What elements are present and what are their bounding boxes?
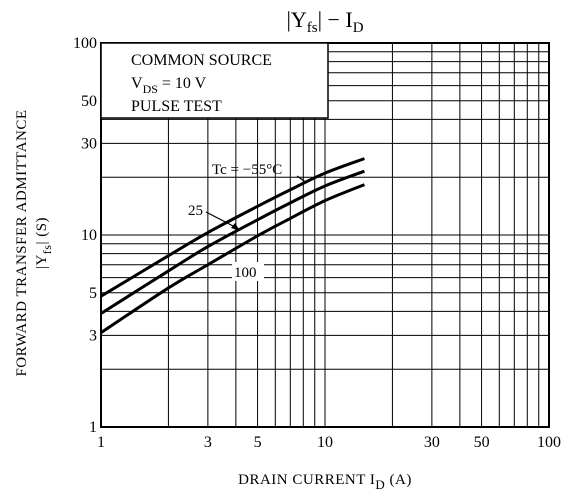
curve-label-leader [296, 175, 308, 184]
conditions-box: COMMON SOURCE VDS​ = 10 V PULSE TEST [100, 42, 329, 119]
curve-label-bg [232, 262, 264, 281]
series-line [100, 169, 365, 315]
y-axis-title: FORWARD TRANSFER ADMITTANCE|Yfs​| (S) [14, 109, 54, 376]
y-tick-label: 100 [73, 35, 97, 52]
chart-title: |Yfs​| − ID​ [286, 7, 363, 36]
series-line [100, 183, 366, 334]
y-tick-label: 50 [81, 93, 97, 110]
titles: |Yfs​| − ID​ DRAIN CURRENT ID​ (A) FORWARD… [14, 7, 412, 492]
y-axis-title-line1: FORWARD TRANSFER ADMITTANCE [14, 109, 30, 376]
y-tick-label: 1 [89, 419, 97, 436]
y-tick-label: 10 [81, 227, 97, 244]
condition-text: VDS​ = 10 V [131, 75, 207, 96]
curves [100, 157, 366, 334]
y-tick-label: 5 [89, 285, 97, 302]
curve-label-leader [205, 211, 238, 229]
x-tick-label: 100 [537, 434, 561, 451]
tick-labels: 1 3 5 10 30 50 100 1 3 5 10 30 50 100 [73, 35, 561, 451]
x-tick-label: 30 [424, 434, 440, 451]
y-axis-title-line2: |Yfs​| (S) [34, 217, 54, 269]
series-line [100, 157, 365, 298]
x-tick-label: 5 [254, 434, 262, 451]
x-axis-title: DRAIN CURRENT ID​ (A) [238, 472, 412, 492]
curve-labels: Tc = −55°C 25 100 [188, 162, 308, 281]
curve-label-25: 25 [188, 203, 203, 219]
condition-text: COMMON SOURCE [131, 52, 272, 69]
x-tick-label: 1 [97, 434, 105, 451]
x-tick-label: 50 [474, 434, 490, 451]
x-tick-label: 3 [204, 434, 212, 451]
x-tick-label: 10 [317, 434, 333, 451]
y-tick-label: 3 [89, 327, 97, 344]
y-tick-label: 30 [81, 135, 97, 152]
curve-label-100: 100 [234, 265, 257, 281]
curve-label-tc: Tc = −55°C [212, 162, 282, 178]
arrow-icon [231, 223, 240, 231]
condition-text: PULSE TEST [131, 98, 222, 115]
